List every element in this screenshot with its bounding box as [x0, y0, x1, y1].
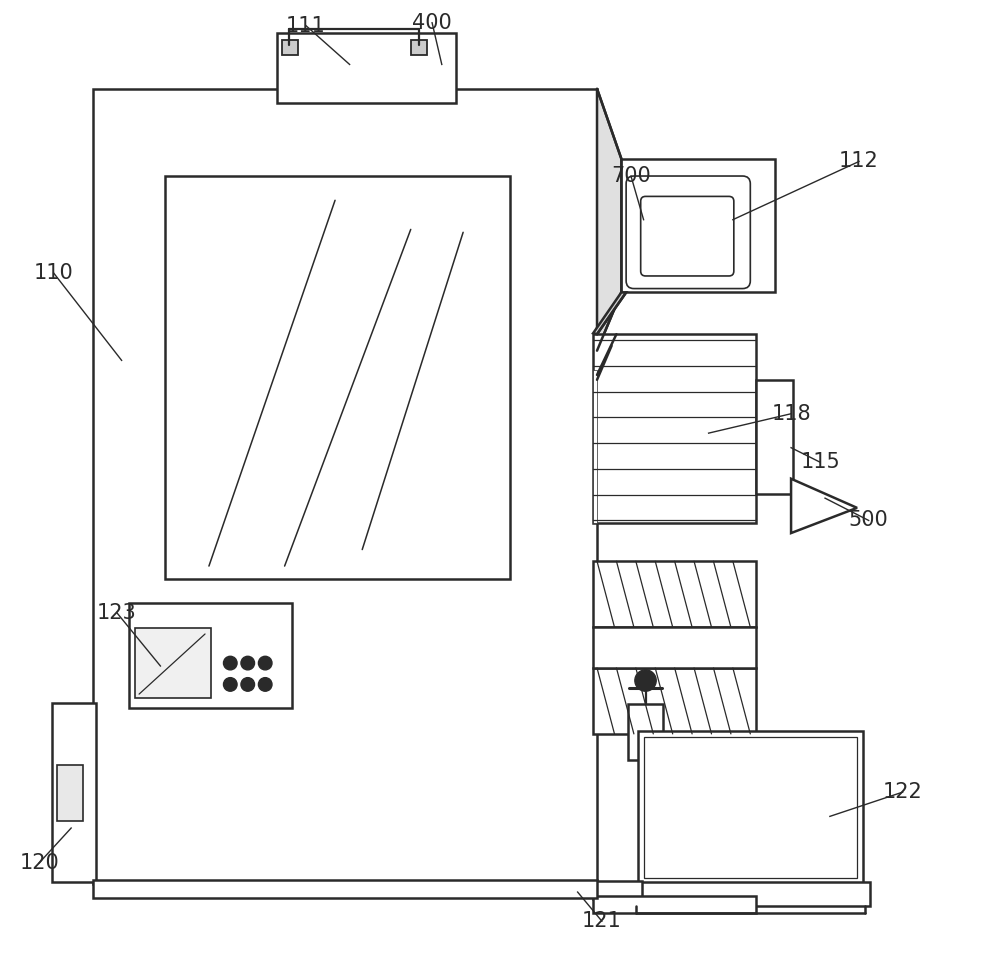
Text: 121: 121 — [582, 911, 622, 931]
Bar — [93, 89, 597, 884]
Text: 500: 500 — [849, 511, 889, 530]
Circle shape — [241, 677, 255, 691]
FancyBboxPatch shape — [626, 176, 750, 289]
Bar — [638, 731, 863, 884]
Polygon shape — [791, 479, 857, 533]
Bar — [621, 159, 775, 293]
Circle shape — [223, 677, 237, 691]
Circle shape — [258, 657, 272, 669]
Text: 112: 112 — [839, 152, 879, 171]
Bar — [628, 703, 663, 760]
Bar — [411, 40, 427, 54]
Text: 110: 110 — [34, 263, 74, 283]
Bar — [644, 737, 857, 879]
Polygon shape — [593, 370, 597, 523]
Bar — [135, 629, 211, 698]
Polygon shape — [593, 293, 626, 334]
Text: 122: 122 — [883, 782, 923, 802]
Bar — [57, 765, 83, 821]
Bar — [282, 40, 298, 54]
Circle shape — [241, 657, 255, 669]
Bar — [277, 33, 456, 103]
Bar — [631, 883, 870, 906]
Text: 400: 400 — [412, 13, 452, 33]
Bar — [165, 176, 510, 579]
Bar — [593, 561, 756, 628]
Polygon shape — [597, 89, 621, 350]
Text: 118: 118 — [771, 404, 811, 423]
Bar — [129, 603, 292, 707]
Bar — [593, 628, 756, 667]
Bar — [593, 667, 756, 734]
Text: 700: 700 — [611, 166, 651, 186]
Bar — [593, 334, 756, 523]
FancyBboxPatch shape — [641, 197, 734, 276]
Circle shape — [258, 677, 272, 691]
Bar — [93, 881, 597, 898]
Bar — [593, 896, 756, 914]
Text: 123: 123 — [97, 602, 137, 623]
Circle shape — [635, 669, 656, 691]
Text: 111: 111 — [286, 16, 326, 36]
Bar — [593, 882, 642, 899]
Text: 120: 120 — [19, 853, 59, 873]
Bar — [52, 703, 96, 883]
Text: 115: 115 — [800, 452, 840, 472]
Bar — [756, 379, 793, 494]
Circle shape — [223, 657, 237, 669]
